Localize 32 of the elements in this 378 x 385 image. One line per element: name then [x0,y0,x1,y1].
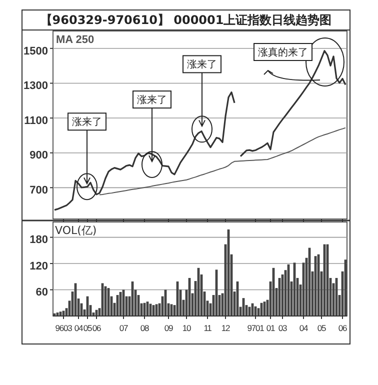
x-tick-label: 03 [278,323,288,333]
x-tick-label: 10 [182,323,192,333]
y-tick-label: 700 [30,184,48,197]
x-tick-label: 11 [204,323,212,333]
x-tick-label: 07 [119,323,128,333]
x-tick-label: 06 [338,323,348,333]
annotation: 涨来了 [137,94,167,106]
line-series [99,127,346,196]
x-tick-label: 9701 [247,323,265,333]
x-tick-label: 9603 [55,323,73,333]
x-tick-label: 05 [317,323,326,333]
y-tick-label: 120 [30,260,48,272]
x-tick-label: 08 [140,323,150,333]
x-tick-label: 06 [92,323,102,333]
annotation: 涨来了 [187,58,217,71]
x-tick-label: 04 [299,323,308,333]
x-tick-label: 01 [266,323,276,333]
x-tick-label: 09 [164,323,174,333]
y-tick-label: 1100 [24,114,48,127]
annotation: 涨来了 [72,116,102,128]
text: MA 250 [56,34,94,46]
y-tick-label: 60 [36,286,48,299]
y-tick-label: 900 [30,150,48,162]
y-tick-label: 1300 [24,80,48,92]
y-axis-title: VOL(亿) [55,224,97,237]
chart-title: 【960329-970610】 000001上证指数日线趋势图 [40,13,332,28]
x-tick-label: 04 [74,323,84,333]
y-tick-label: 1500 [24,45,48,58]
x-tick-label: 05 [83,323,92,333]
annotation: 涨真的来了 [258,46,308,58]
x-tick-label: 12 [221,323,230,333]
y-tick-label: 180 [30,234,48,246]
